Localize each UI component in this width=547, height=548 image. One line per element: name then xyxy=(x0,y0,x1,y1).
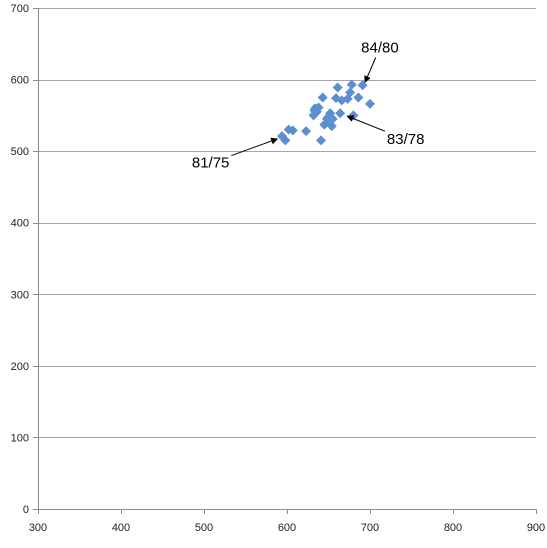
y-tick-label-400: 400 xyxy=(11,218,29,230)
y-tick-label-200: 200 xyxy=(11,361,29,373)
x-tick-label-700: 700 xyxy=(361,522,379,534)
data-points xyxy=(277,79,375,146)
data-point xyxy=(317,92,328,103)
y-tick-label-300: 300 xyxy=(11,289,29,301)
annotation-arrow xyxy=(346,115,386,132)
y-tick-label-700: 700 xyxy=(11,3,29,15)
annotation-arrow xyxy=(364,57,377,83)
x-tick-label-800: 800 xyxy=(444,522,462,534)
data-point xyxy=(313,102,324,113)
x-tick-label-300: 300 xyxy=(29,522,47,534)
data-point xyxy=(332,82,343,93)
tick-labels: 300 400 500 600 700 800 900 0 100 200 300 400 500 600… xyxy=(11,3,546,534)
x-tick-label-600: 600 xyxy=(278,522,296,534)
data-point xyxy=(316,135,327,146)
data-point xyxy=(353,92,364,103)
y-tick-label-600: 600 xyxy=(11,75,29,87)
data-point xyxy=(365,98,375,109)
x-tick-label-500: 500 xyxy=(195,522,213,534)
data-point xyxy=(327,113,338,124)
data-point xyxy=(345,87,356,98)
axes xyxy=(33,8,537,514)
annotation-label: 83/78 xyxy=(387,131,425,148)
data-point xyxy=(301,126,312,137)
data-point xyxy=(346,79,357,90)
x-tick-label-900: 900 xyxy=(527,522,545,534)
y-tick-label-500: 500 xyxy=(11,146,29,158)
grid-lines xyxy=(38,8,536,438)
annotation-label: 84/80 xyxy=(361,39,399,56)
annotation-arrow xyxy=(231,137,279,157)
y-tick-label-100: 100 xyxy=(11,432,29,444)
data-point xyxy=(287,125,298,136)
x-tick-label-400: 400 xyxy=(112,522,130,534)
annotation-label: 81/75 xyxy=(192,155,230,172)
data-point xyxy=(357,80,368,91)
data-point xyxy=(280,135,291,146)
data-point xyxy=(335,108,346,119)
data-point xyxy=(326,121,337,132)
y-tick-label-0: 0 xyxy=(23,504,29,516)
annotations: 84/80 83/78 81/75 xyxy=(192,39,425,171)
